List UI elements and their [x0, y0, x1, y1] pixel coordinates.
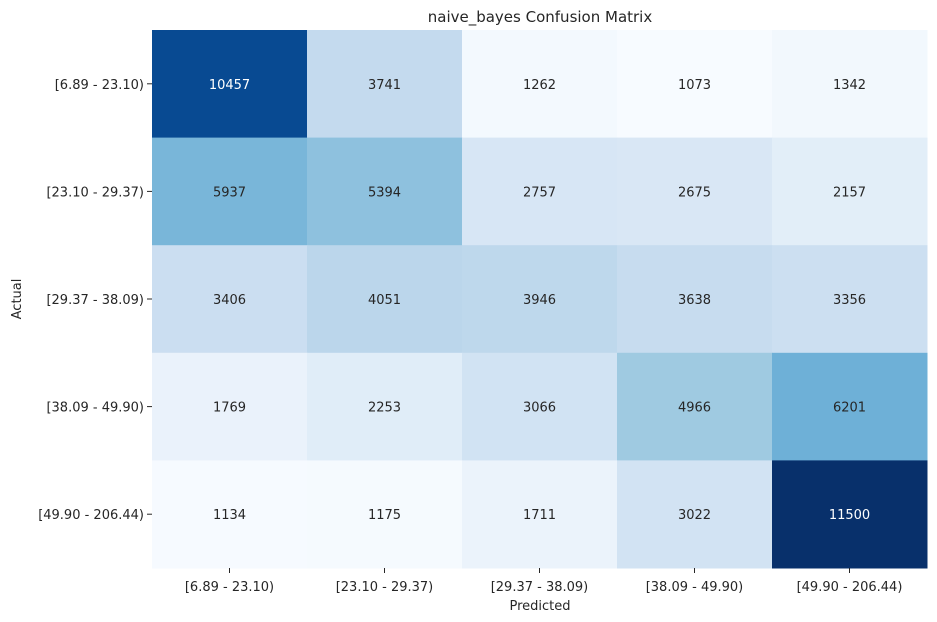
x-axis-label: Predicted: [509, 599, 570, 614]
cell-value-r4-c0: 1134: [213, 508, 246, 523]
cell-value-r2-c0: 3406: [213, 293, 246, 308]
heatmap-cell-r3-c2: [462, 352, 618, 461]
cell-value-r1-c3: 2675: [678, 185, 711, 200]
x-tick-label-4: [49.90 - 206.44): [797, 580, 903, 595]
chart-title: naive_bayes Confusion Matrix: [428, 8, 653, 27]
x-tick-label-1: [23.10 - 29.37): [336, 580, 434, 595]
cell-value-r2-c3: 3638: [678, 293, 711, 308]
cell-value-r3-c0: 1769: [213, 401, 246, 416]
heatmap-cell-r1-c1: [307, 137, 463, 246]
y-axis-label: Actual: [10, 279, 25, 320]
heatmap-cell-r2-c3: [617, 245, 773, 354]
heatmap-cells: 10457 3741 1262 1073 1342 5937 5394 2757 2675 215…: [152, 30, 928, 569]
heatmap-cell-r4-c0: [152, 460, 308, 569]
x-tick-label-2: [29.37 - 38.09): [491, 580, 589, 595]
heatmap-cell-r4-c3: [617, 460, 773, 569]
heatmap-cell-r2-c4: [772, 245, 928, 354]
cell-value-r3-c3: 4966: [678, 401, 711, 416]
x-tick-label-0: [6.89 - 23.10): [185, 580, 274, 595]
heatmap-cell-r0-c2: [462, 30, 618, 139]
cell-value-r2-c4: 3356: [833, 293, 866, 308]
cell-value-r1-c2: 2757: [523, 185, 556, 200]
heatmap-cell-r3-c0: [152, 352, 308, 461]
heatmap-cell-r1-c3: [617, 137, 773, 246]
y-tick-label-0: [6.89 - 23.10): [55, 78, 144, 93]
heatmap-cell-r3-c1: [307, 352, 463, 461]
cell-value-r4-c2: 1711: [523, 508, 556, 523]
cell-value-r0-c4: 1342: [833, 78, 866, 93]
y-tick-label-1: [23.10 - 29.37): [46, 185, 144, 200]
cell-value-r3-c1: 2253: [368, 401, 401, 416]
cell-value-r1-c4: 2157: [833, 185, 866, 200]
x-tick-label-3: [38.09 - 49.90): [646, 580, 744, 595]
heatmap-cell-r2-c1: [307, 245, 463, 354]
cell-value-r3-c4: 6201: [833, 401, 866, 416]
cell-value-r0-c0: 10457: [209, 78, 250, 93]
heatmap-cell-r2-c2: [462, 245, 618, 354]
y-tick-label-2: [29.37 - 38.09): [46, 293, 144, 308]
cell-value-r1-c1: 5394: [368, 185, 401, 200]
heatmap-cell-r0-c4: [772, 30, 928, 139]
heatmap-cell-r0-c1: [307, 30, 463, 139]
heatmap-cell-r2-c0: [152, 245, 308, 354]
x-axis-ticks: [6.89 - 23.10) [23.10 - 29.37) [29.37 - 38…: [185, 568, 903, 595]
cell-value-r0-c2: 1262: [523, 78, 556, 93]
y-axis-ticks: [6.89 - 23.10) [23.10 - 29.37) [29.37 - 38…: [38, 78, 152, 523]
heatmap-cell-r3-c4: [772, 352, 928, 461]
heatmap-cell-r1-c2: [462, 137, 618, 246]
cell-value-r2-c2: 3946: [523, 293, 556, 308]
cell-value-r4-c1: 1175: [368, 508, 401, 523]
cell-value-r1-c0: 5937: [213, 185, 246, 200]
heatmap-cell-r4-c1: [307, 460, 463, 569]
y-tick-label-3: [38.09 - 49.90): [46, 401, 144, 416]
cell-value-r2-c1: 4051: [368, 293, 401, 308]
cell-value-r3-c2: 3066: [523, 401, 556, 416]
cell-value-r0-c3: 1073: [678, 78, 711, 93]
heatmap-cell-r4-c2: [462, 460, 618, 569]
cell-value-r4-c4: 11500: [829, 508, 870, 523]
heatmap-cell-r4-c4: [772, 460, 928, 569]
heatmap-cell-r3-c3: [617, 352, 773, 461]
cell-value-r0-c1: 3741: [368, 78, 401, 93]
heatmap-cell-r1-c0: [152, 137, 308, 246]
heatmap-cell-r0-c0: [152, 30, 308, 139]
heatmap-cell-r0-c3: [617, 30, 773, 139]
y-tick-label-4: [49.90 - 206.44): [38, 508, 144, 523]
heatmap-cell-r1-c4: [772, 137, 928, 246]
cell-value-r4-c3: 3022: [678, 508, 711, 523]
